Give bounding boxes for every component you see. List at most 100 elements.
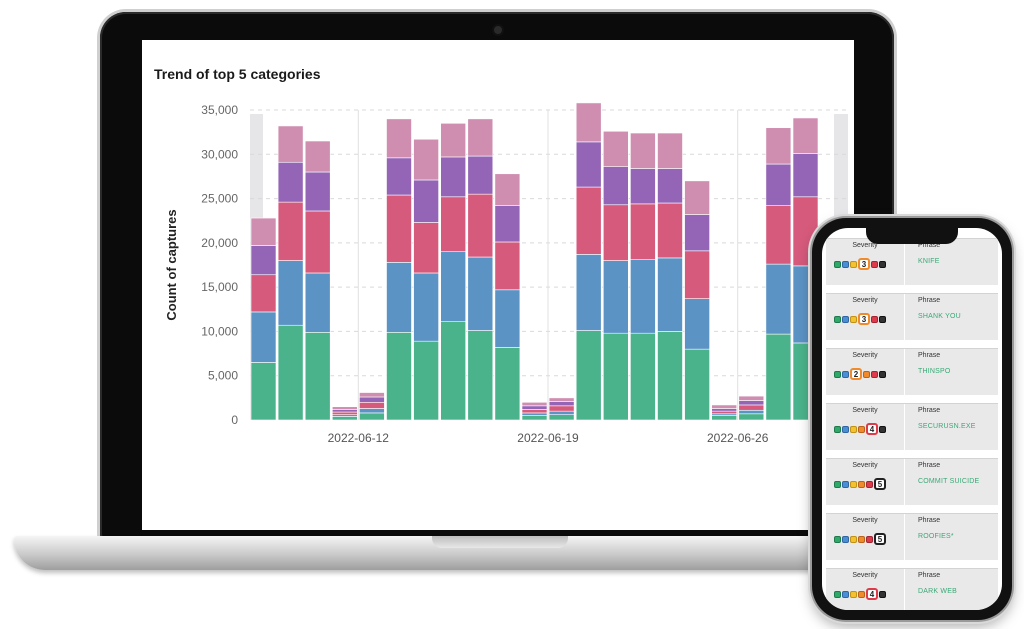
bar-segment — [521, 401, 548, 407]
bar-segment — [413, 222, 439, 274]
severity-scale: 4 — [834, 422, 886, 436]
severity-scale: 3 — [834, 257, 886, 271]
bar-segment — [630, 168, 656, 205]
severity-value-badge: 4 — [866, 588, 878, 600]
y-tick-label: 25,000 — [201, 192, 238, 206]
phrase-value: DARK WEB — [918, 588, 957, 595]
bar-segment — [250, 274, 277, 313]
bar-segment — [521, 415, 548, 421]
severity-label: Severity — [852, 297, 878, 304]
severity-scale: 4 — [834, 587, 886, 601]
severity-level-square — [842, 315, 849, 323]
bar-segment — [792, 117, 819, 154]
severity-scale: 2 — [834, 367, 886, 381]
severity-level-square — [850, 260, 857, 268]
phrase-card[interactable]: Severity Phrase COMMIT SUICIDE 5 — [826, 458, 998, 505]
bar-segment — [386, 157, 412, 196]
bar-segment — [630, 203, 656, 260]
phrase-label: Phrase — [918, 462, 941, 469]
bar-segment — [359, 408, 385, 414]
bar-segment — [413, 340, 439, 421]
bar-segment — [575, 102, 602, 143]
bar-segment — [602, 204, 629, 261]
severity-level-square — [834, 260, 841, 268]
severity-level-square — [866, 535, 873, 543]
bar-segment — [738, 395, 765, 401]
phrase-value: COMMIT SUICIDE — [918, 478, 980, 485]
severity-level-square — [879, 315, 886, 323]
bar-segment — [684, 180, 710, 215]
bar-segment — [467, 193, 494, 258]
bar-segment — [521, 409, 548, 414]
bar-segment — [467, 155, 494, 195]
bar-segment — [548, 410, 575, 415]
chart-title: Trend of top 5 categories — [154, 66, 321, 82]
bar-segment — [765, 163, 792, 206]
bar-segment — [575, 141, 602, 188]
bar-segment — [250, 362, 277, 421]
bar-segment — [684, 348, 710, 421]
severity-level-square — [842, 480, 849, 488]
bar-segment — [548, 405, 575, 412]
severity-label: Severity — [852, 517, 878, 524]
severity-level-square — [834, 535, 841, 543]
bar-segment — [494, 347, 521, 421]
phrase-label: Phrase — [918, 297, 941, 304]
bar-segment — [359, 412, 385, 421]
bar-segment — [332, 411, 358, 415]
bar-segment — [467, 330, 494, 421]
bar-segment — [575, 254, 602, 331]
bar-segment — [684, 298, 710, 350]
severity-value-badge: 5 — [874, 533, 886, 545]
x-tick-label: 2022-06-19 — [517, 431, 579, 445]
severity-label: Severity — [852, 352, 878, 359]
phrase-card[interactable]: Severity Phrase THINSPO 2 — [826, 348, 998, 395]
phrase-card[interactable]: Severity Phrase SHANK YOU 3 — [826, 293, 998, 340]
severity-level-square — [866, 480, 873, 488]
bar-segment — [738, 404, 765, 411]
x-tick-label: 2022-06-12 — [328, 431, 390, 445]
bar-segment — [630, 132, 656, 169]
phrase-value: SECURUSN.EXE — [918, 423, 976, 430]
phone-notch — [866, 228, 958, 244]
phrase-label: Phrase — [918, 242, 941, 249]
bar-segment — [521, 412, 548, 416]
severity-level-square — [834, 315, 841, 323]
severity-level-square — [834, 370, 841, 378]
bar-segment — [304, 140, 331, 173]
severity-level-square — [850, 590, 857, 598]
y-tick-label: 30,000 — [201, 147, 238, 161]
bar-segment — [765, 127, 792, 165]
y-tick-label: 10,000 — [201, 324, 238, 338]
severity-value-badge: 5 — [874, 478, 886, 490]
laptop-camera — [494, 26, 502, 34]
bar-segment — [738, 409, 765, 415]
bar-segment — [440, 321, 467, 421]
phrase-card[interactable]: Severity Phrase ROOFIES* 5 — [826, 513, 998, 560]
severity-scale: 3 — [834, 312, 886, 326]
phrase-card[interactable]: Severity Phrase KNIFE 3 — [826, 238, 998, 285]
bar-segment — [386, 118, 412, 159]
bar-segment — [657, 202, 683, 259]
severity-level-square — [834, 480, 841, 488]
bar-segment — [521, 405, 548, 410]
bar-segment — [277, 324, 304, 421]
phrase-value: THINSPO — [918, 368, 951, 375]
severity-level-square — [871, 370, 878, 378]
bar-segment — [711, 404, 738, 409]
x-tick-label: 2022-06-26 — [707, 431, 769, 445]
severity-level-square — [850, 480, 857, 488]
severity-level-square — [871, 315, 878, 323]
bar-segment — [630, 259, 656, 334]
phrase-label: Phrase — [918, 407, 941, 414]
phrase-card[interactable]: Severity Phrase DARK WEB 4 — [826, 568, 998, 610]
severity-level-square — [858, 425, 865, 433]
card-divider — [904, 404, 905, 450]
y-tick-label: 0 — [231, 413, 238, 427]
phrase-card[interactable]: Severity Phrase SECURUSN.EXE 4 — [826, 403, 998, 450]
bar-segment — [277, 161, 304, 203]
severity-level-square — [842, 260, 849, 268]
bar-segment — [440, 196, 467, 253]
severity-level-square — [842, 535, 849, 543]
bar-segment — [657, 168, 683, 204]
